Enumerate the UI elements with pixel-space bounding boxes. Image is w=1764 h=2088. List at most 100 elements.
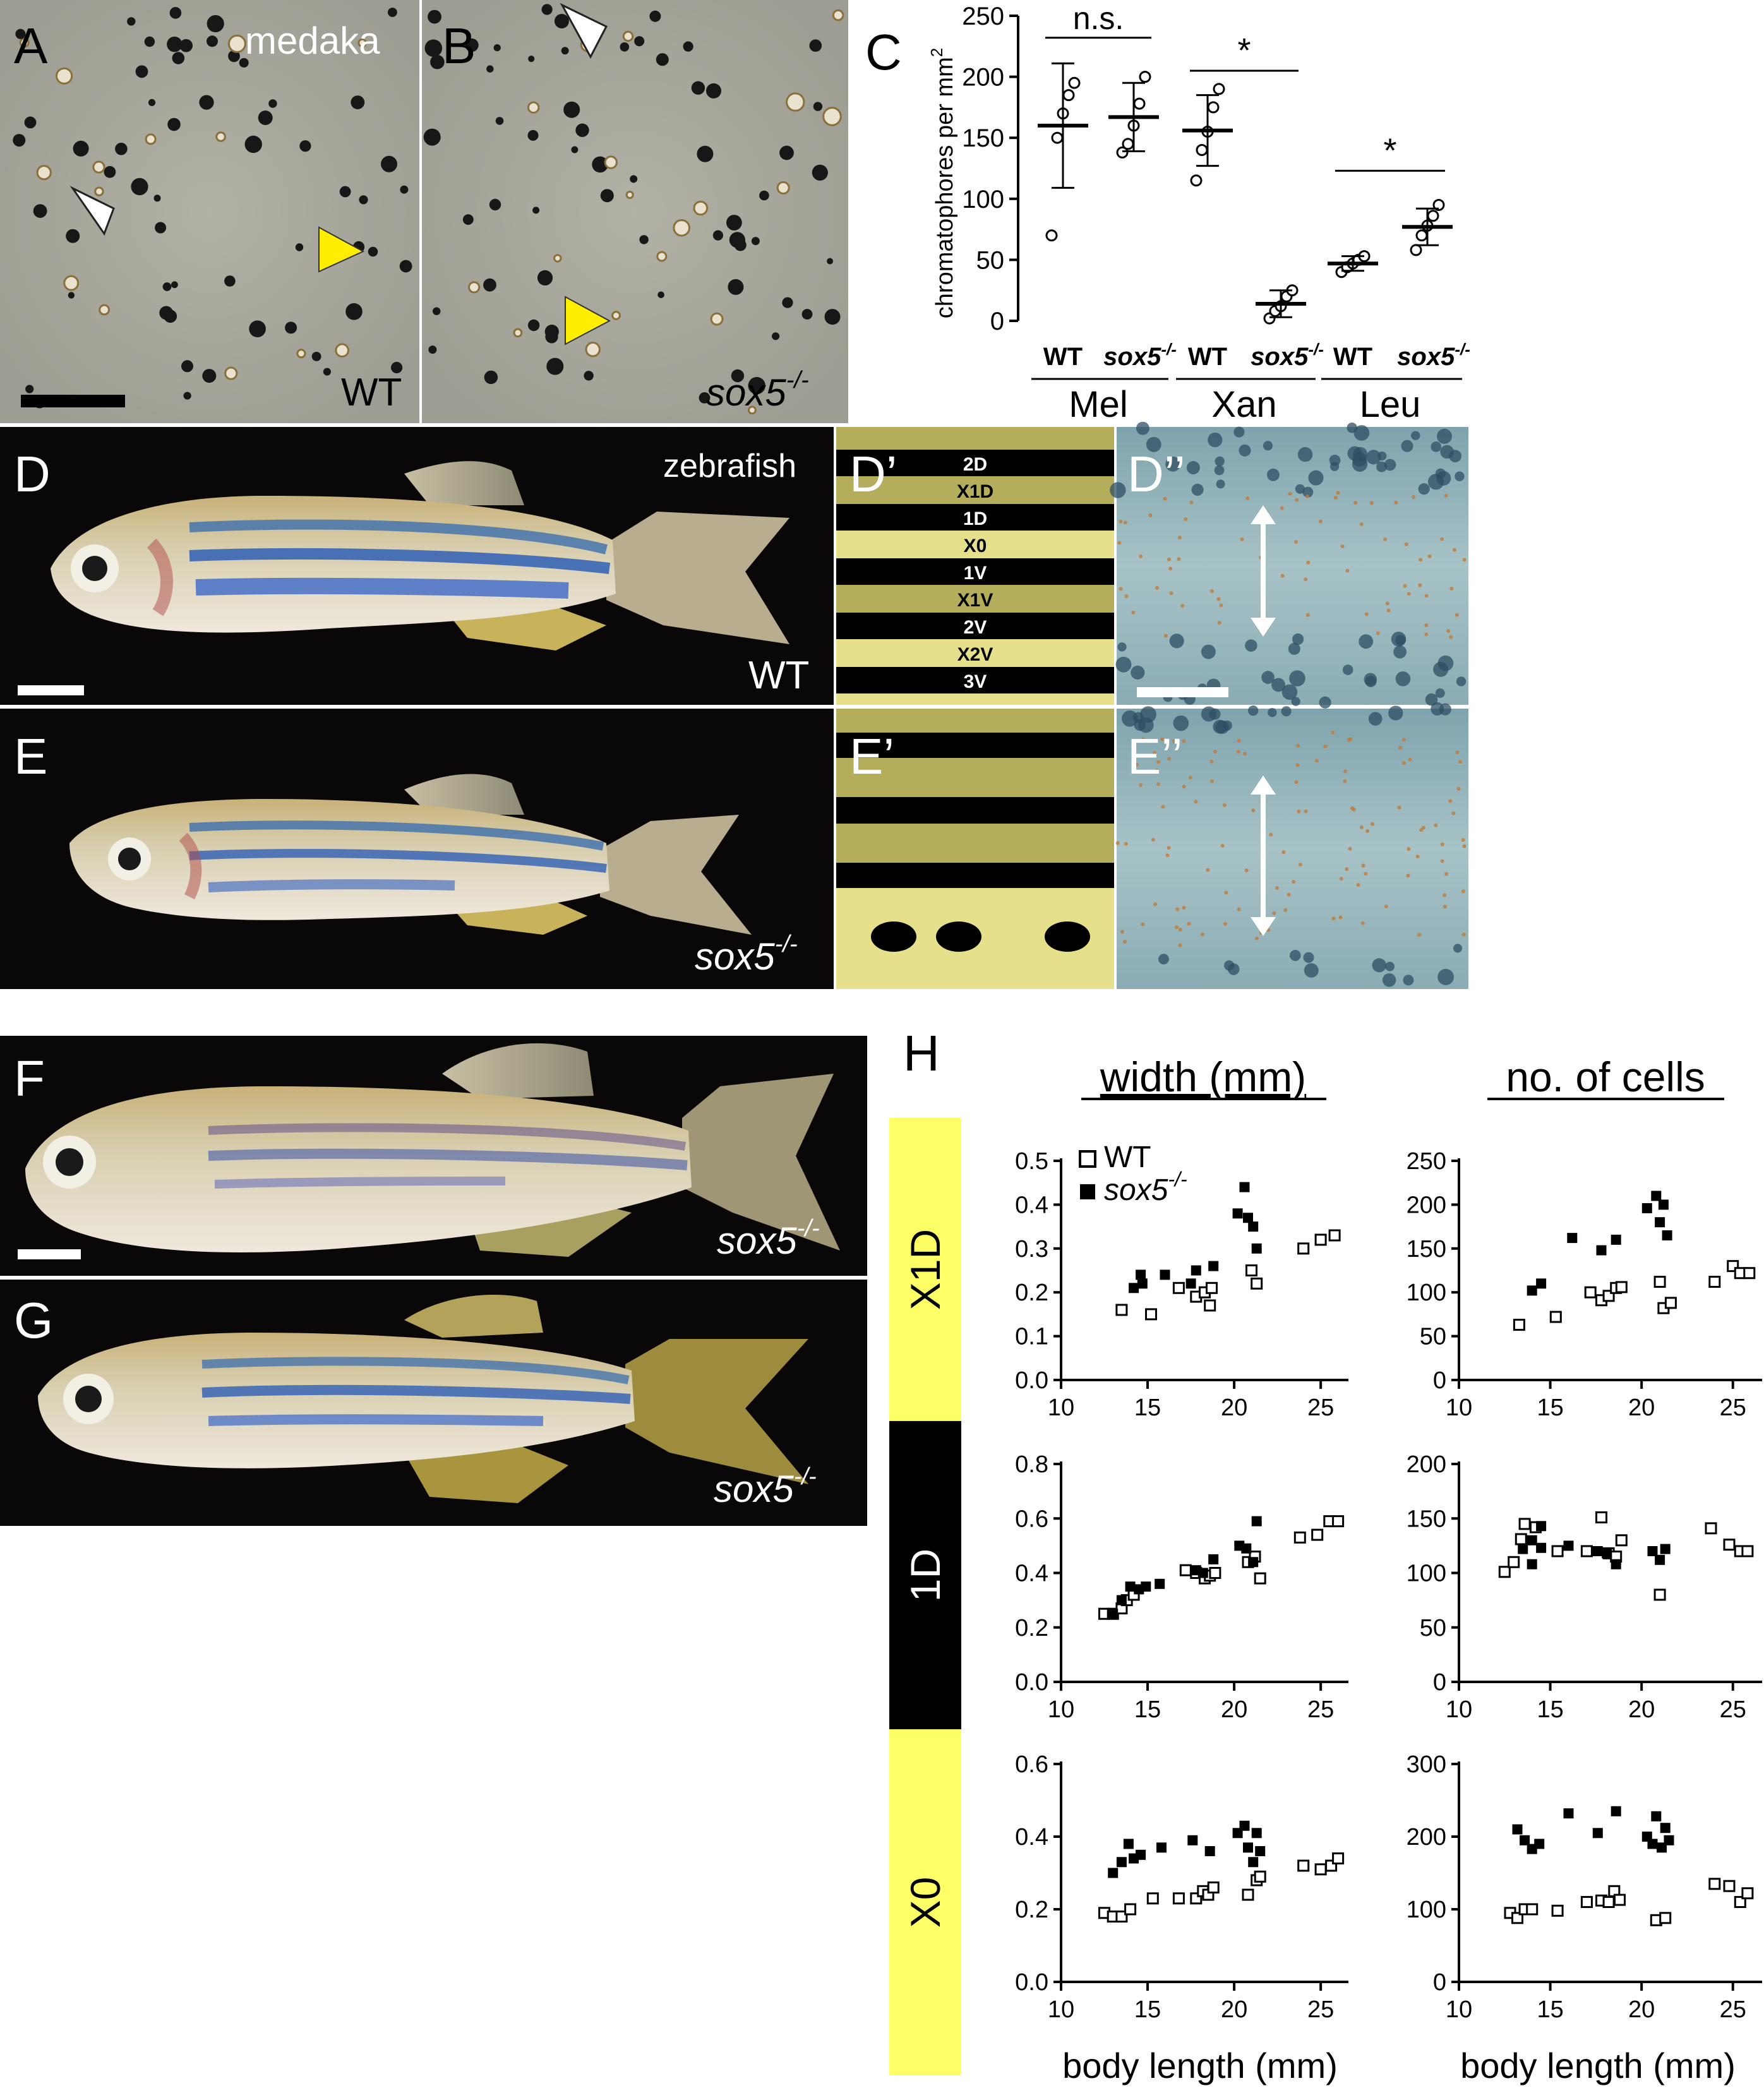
panel-a: A medaka WT bbox=[0, 0, 419, 423]
stripe-light bbox=[836, 531, 1114, 558]
dorsal-fin bbox=[404, 774, 524, 815]
xanthophore bbox=[1168, 567, 1173, 571]
y-tick-label: 100 bbox=[962, 186, 1004, 213]
melanophore bbox=[1453, 944, 1463, 953]
xanthophore bbox=[1386, 608, 1391, 613]
melanophore bbox=[575, 123, 589, 137]
melanophore bbox=[400, 185, 409, 194]
group-label: Leu bbox=[1360, 384, 1421, 425]
y-tick-label: 100 bbox=[1407, 1280, 1446, 1306]
melanophore bbox=[1271, 678, 1286, 692]
sox5-point bbox=[1655, 1554, 1665, 1565]
xanthophore bbox=[1421, 825, 1425, 830]
leucophore bbox=[145, 133, 157, 145]
leucophore bbox=[622, 30, 634, 42]
melanophore bbox=[1456, 676, 1467, 687]
xanthophore bbox=[1223, 921, 1227, 926]
melanophore bbox=[639, 235, 649, 244]
wt-point bbox=[1251, 1277, 1263, 1290]
y-tick-label: 0.3 bbox=[1015, 1236, 1048, 1263]
xanthophore bbox=[1178, 943, 1182, 947]
xanthophore bbox=[1340, 544, 1345, 548]
melanophore bbox=[1437, 428, 1452, 444]
xanthophore bbox=[1131, 610, 1136, 615]
sox5-point bbox=[1664, 1835, 1674, 1845]
melanophore bbox=[1437, 655, 1454, 671]
wt-point bbox=[1743, 1267, 1756, 1280]
stripe bbox=[208, 1414, 544, 1426]
xanthophore bbox=[1254, 936, 1259, 940]
melanophore bbox=[1289, 670, 1305, 687]
melanophore bbox=[25, 385, 34, 393]
melanophore bbox=[1248, 705, 1259, 716]
melanophore bbox=[73, 140, 89, 157]
panel-e-genotype: sox5-/- bbox=[695, 931, 798, 978]
melanophore bbox=[1431, 441, 1442, 452]
panel-dp-letter: D’ bbox=[849, 446, 897, 502]
wt-point bbox=[1179, 1564, 1192, 1576]
leucophore bbox=[99, 304, 111, 316]
melanophore bbox=[649, 10, 661, 22]
leucophore bbox=[604, 155, 618, 169]
row-label-x0: X0 bbox=[902, 1877, 949, 1928]
xanthophore bbox=[1461, 889, 1465, 894]
stripe-label: X1D bbox=[957, 481, 993, 502]
row-label-x1d: X1D bbox=[902, 1229, 949, 1310]
melanophore bbox=[258, 111, 273, 125]
condition-label-sup: -/- bbox=[1161, 340, 1177, 359]
melanophore bbox=[554, 14, 569, 28]
melanophore bbox=[169, 7, 182, 19]
yellow-arrowhead-icon bbox=[565, 296, 611, 345]
stripe-label: 2D bbox=[963, 454, 987, 475]
sox5-point bbox=[1660, 1544, 1671, 1554]
sox5-point bbox=[1651, 1811, 1662, 1821]
melanophore bbox=[155, 222, 167, 234]
melanophore bbox=[1117, 642, 1127, 652]
melanophore bbox=[495, 117, 504, 125]
wt-point bbox=[1204, 1299, 1216, 1312]
xanthophore bbox=[1356, 883, 1360, 887]
data-point bbox=[1207, 101, 1220, 114]
xanthophore bbox=[1182, 784, 1186, 789]
sox5-point bbox=[1108, 1609, 1119, 1619]
sox5-point bbox=[1647, 1839, 1658, 1849]
xanthophore bbox=[1119, 587, 1123, 591]
wt-point bbox=[1254, 1572, 1266, 1585]
y-tick-label: 200 bbox=[1407, 1451, 1446, 1478]
wt-point bbox=[1614, 1893, 1626, 1906]
panel-epp-letter: E’’ bbox=[1127, 728, 1182, 784]
melanophore bbox=[359, 195, 368, 205]
stripe-light bbox=[836, 639, 1114, 667]
xanthophore bbox=[1156, 782, 1161, 786]
melanophore bbox=[181, 360, 193, 373]
wt-point bbox=[1653, 1588, 1666, 1601]
scatter-H-X1D-width: 0.0 0.1 0.2 0.3 0.4 0.5 10 15 20 25 bbox=[1015, 1148, 1348, 1421]
wt-point bbox=[1602, 1896, 1615, 1908]
xanthophore bbox=[1141, 737, 1146, 741]
caudal-fin bbox=[682, 1074, 840, 1251]
melanophore bbox=[244, 135, 262, 153]
melanophore bbox=[532, 207, 540, 214]
wt-point bbox=[1293, 1531, 1306, 1544]
scatter-H-1D-width: 0.0 0.2 0.4 0.6 0.8 10 15 20 25 bbox=[1015, 1451, 1348, 1723]
melanophore bbox=[423, 128, 441, 146]
stripe bbox=[201, 1384, 631, 1404]
leucophore bbox=[822, 107, 842, 126]
sox5-point bbox=[1611, 1806, 1621, 1816]
arrowhead-up-icon bbox=[1251, 505, 1276, 524]
leucophore bbox=[786, 92, 805, 112]
y-tick-label: 0.0 bbox=[1015, 1367, 1048, 1394]
spot bbox=[871, 921, 916, 952]
leucophore bbox=[513, 328, 523, 338]
xanthophore bbox=[1444, 872, 1448, 876]
stripe-dark bbox=[836, 797, 1114, 824]
melanophore bbox=[809, 39, 822, 52]
sox5-point bbox=[1239, 1182, 1250, 1192]
x-tick-label: 25 bbox=[1720, 1395, 1746, 1421]
y-tick-label: 0.0 bbox=[1015, 1969, 1048, 1996]
xanthophore bbox=[1213, 750, 1217, 753]
sox5-point bbox=[1592, 1546, 1603, 1556]
white-arrowhead-icon bbox=[69, 186, 115, 236]
y-tick-label: 0.6 bbox=[1015, 1506, 1048, 1532]
x-tick-label: 15 bbox=[1537, 1696, 1563, 1723]
